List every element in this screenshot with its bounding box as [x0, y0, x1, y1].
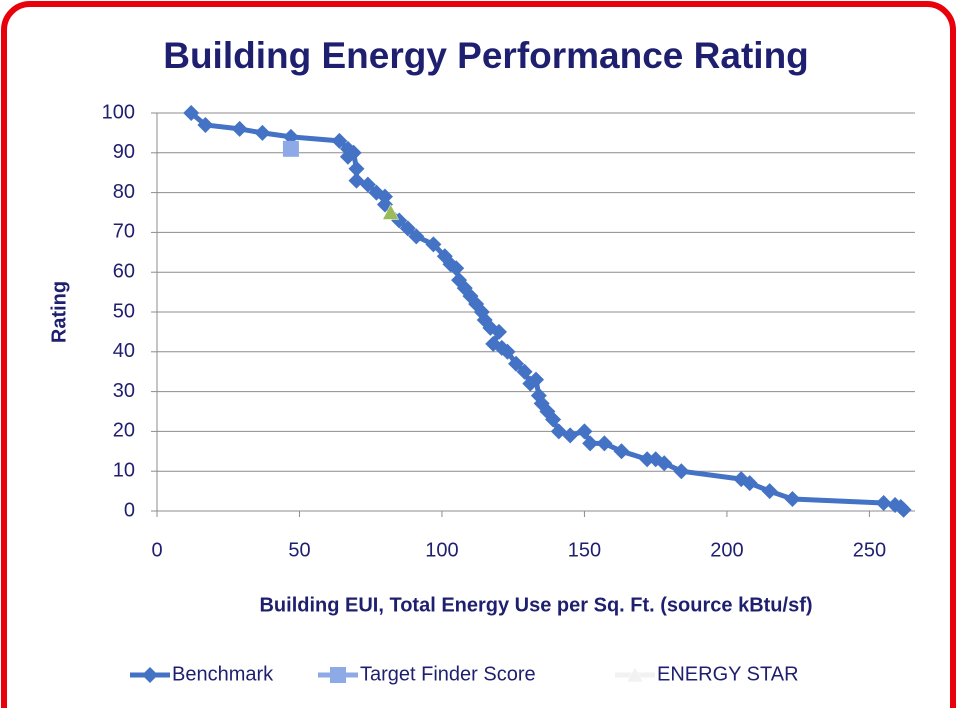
legend-marker — [626, 666, 644, 683]
data-point — [197, 116, 214, 133]
data-point — [425, 236, 442, 253]
x-tick-label: 0 — [151, 539, 162, 561]
data-point — [399, 220, 416, 237]
data-point — [516, 363, 533, 380]
legend-label: Target Finder Score — [360, 663, 536, 685]
data-point — [741, 475, 758, 492]
data-point — [359, 176, 376, 193]
y-tick-label: 90 — [113, 141, 135, 163]
x-tick-label: 150 — [568, 539, 601, 561]
data-point — [673, 463, 690, 480]
y-tick-label: 80 — [113, 181, 135, 203]
x-axis-label: Building EUI, Total Energy Use per Sq. F… — [259, 594, 812, 616]
legend-marker — [142, 667, 158, 683]
x-tick-label: 100 — [425, 539, 458, 561]
data-point — [499, 343, 516, 360]
data-point — [582, 435, 599, 452]
data-point — [345, 144, 362, 161]
data-point — [448, 260, 465, 277]
y-tick-label: 30 — [113, 380, 135, 402]
x-tick-label: 50 — [288, 539, 310, 561]
data-point — [596, 435, 613, 452]
data-point — [382, 203, 400, 220]
y-tick-label: 60 — [113, 260, 135, 282]
data-point — [576, 423, 593, 440]
data-point — [331, 132, 348, 149]
data-point — [408, 228, 425, 245]
y-tick-label: 50 — [113, 300, 135, 322]
data-point — [254, 124, 271, 141]
chart-title: Building Energy Performance Rating — [163, 35, 809, 76]
y-tick-label: 20 — [113, 420, 135, 442]
data-point — [348, 160, 365, 177]
data-point — [528, 371, 544, 388]
data-point — [490, 323, 507, 340]
data-point — [875, 495, 892, 512]
data-point — [545, 411, 562, 428]
y-tick-label: 40 — [113, 340, 135, 362]
data-point — [761, 483, 778, 500]
y-tick-label: 0 — [124, 499, 135, 521]
legend-label: Benchmark — [172, 663, 274, 685]
y-tick-label: 100 — [102, 101, 135, 123]
data-point — [183, 105, 200, 121]
x-tick-label: 250 — [853, 539, 886, 561]
data-point — [282, 140, 299, 157]
x-tick-label: 200 — [710, 539, 743, 561]
data-point — [562, 427, 579, 444]
legend-label: ENERGY STAR — [657, 663, 799, 685]
legend-marker — [330, 667, 346, 683]
y-tick-label: 10 — [113, 459, 135, 481]
data-point — [231, 120, 248, 137]
data-point — [613, 443, 630, 460]
y-axis-label: Rating — [48, 281, 70, 343]
y-tick-label: 70 — [113, 221, 135, 243]
data-point — [639, 451, 656, 468]
data-point — [895, 501, 912, 518]
data-point — [508, 355, 525, 372]
data-point — [784, 491, 801, 508]
data-point — [656, 455, 673, 472]
